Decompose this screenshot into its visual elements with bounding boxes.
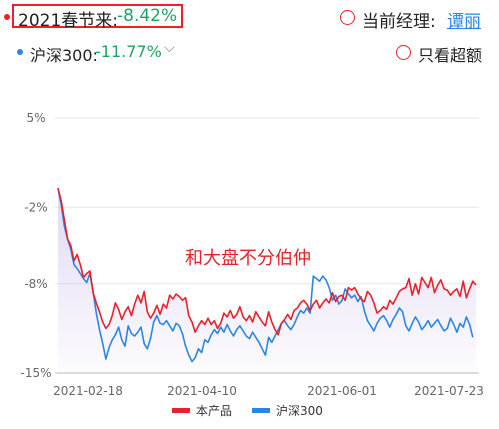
blue-dot-icon <box>17 49 23 55</box>
legend-swatch <box>252 408 270 413</box>
legend-label: 本产品 <box>196 404 232 418</box>
excess-radio-icon[interactable] <box>396 45 411 60</box>
series-line-product <box>57 187 477 336</box>
manager-label: 当前经理: <box>362 12 436 32</box>
manager-radio-icon[interactable] <box>340 10 355 25</box>
since-spring-festival-box <box>12 4 183 28</box>
x-tick-label: 2021-02-18 <box>53 384 123 398</box>
index-value: -11.77% <box>95 42 162 61</box>
x-tick-label: 2021-06-01 <box>307 384 377 398</box>
legend-label: 沪深300 <box>276 404 323 418</box>
excess-only-label: 只看超额 <box>418 46 483 65</box>
legend-swatch <box>172 408 190 413</box>
chart-annotation: 和大盘不分伯仲 <box>185 248 311 269</box>
y-tick-label: -8% <box>24 277 47 291</box>
since-spring-festival-value: -8.42% <box>117 6 178 26</box>
series-line-index <box>57 187 474 363</box>
since-spring-festival-label: 2021春节来: <box>18 11 118 31</box>
index-label: 沪深300: <box>30 46 98 65</box>
x-axis-ticks: 2021-02-18 2021-04-10 2021-06-01 2021-07-23 <box>53 384 484 398</box>
chevron-down-icon[interactable]: ⌵ <box>164 40 175 56</box>
y-axis-ticks: 5% -2% -8% -15% <box>20 111 51 380</box>
y-tick-label: -15% <box>20 366 51 380</box>
red-dot-icon <box>4 14 10 20</box>
y-tick-label: -2% <box>24 200 47 214</box>
x-tick-label: 2021-07-23 <box>414 384 484 398</box>
x-tick-label: 2021-04-10 <box>167 384 237 398</box>
chart-legend: 本产品 沪深300 <box>172 404 323 418</box>
manager-name-link[interactable]: 谭丽 <box>447 12 481 32</box>
series-lines <box>57 187 477 363</box>
y-tick-label: 5% <box>26 111 45 125</box>
header-row-index: 沪深300: -11.77% ⌵ 只看超额 <box>0 40 499 65</box>
header-row-primary: 2021春节来: -8.42% 当前经理: 谭丽 <box>0 4 499 32</box>
